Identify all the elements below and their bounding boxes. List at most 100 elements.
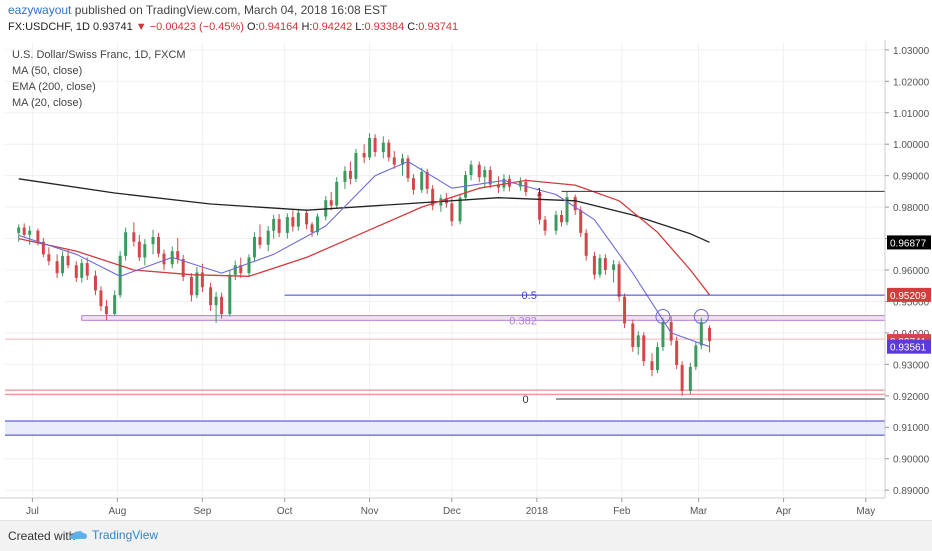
candle-body	[258, 236, 262, 245]
candle-body	[458, 197, 462, 222]
tradingview-logo[interactable]: TradingView	[70, 528, 158, 542]
support-zone-fill	[5, 420, 885, 436]
candle-body	[431, 188, 435, 206]
change-value: −0.00423 (−0.45%)	[149, 21, 244, 33]
candle-body	[655, 347, 659, 371]
candle-body	[266, 230, 270, 245]
candle-body	[694, 345, 698, 367]
candle-body	[195, 272, 199, 296]
candle-body	[612, 264, 616, 270]
time-tick-label: Jul	[26, 506, 39, 517]
candle-body	[401, 158, 405, 165]
price-tick-label: 0.90000	[893, 455, 930, 466]
candle-body	[573, 197, 577, 211]
candle-body	[579, 210, 583, 233]
candle-body	[680, 364, 684, 392]
time-tick-label: Dec	[443, 506, 461, 517]
resistance-zone	[81, 315, 886, 321]
price-tick-label: 1.02000	[893, 77, 930, 88]
candle-body	[124, 232, 128, 256]
price-axis[interactable]: 1.03000 1.02000 1.01000 1.00000 0.99000 0.980…	[884, 40, 931, 498]
created-with-label: Created with	[8, 529, 76, 543]
candle-body	[296, 212, 300, 227]
candle-body	[661, 321, 665, 348]
price-tick-label: 0.92000	[893, 392, 930, 403]
candle-body	[381, 142, 385, 153]
candle-body	[17, 227, 21, 233]
legend-entry: MA (50, close)	[12, 65, 82, 77]
time-tick-label: Mar	[690, 506, 708, 517]
legend-entry: U.S. Dollar/Swiss Franc, 1D, FXCM	[12, 49, 186, 61]
candle-body	[189, 276, 193, 296]
legend-entry: MA (20, close)	[12, 97, 82, 109]
candle-body	[74, 265, 78, 278]
fib-level-label: 0.382	[509, 315, 537, 327]
candle-body	[28, 230, 32, 235]
time-axis[interactable]: Jul Aug Sep Oct Nov Dec 2018 Feb Mar Apr May	[0, 497, 885, 517]
price-tick-label: 1.01000	[893, 109, 930, 120]
candle-body	[642, 335, 646, 362]
candle-body	[387, 142, 391, 158]
candle-body	[406, 158, 410, 179]
fib-level-label: 0	[522, 394, 528, 406]
candle-body	[617, 264, 621, 297]
candle-body	[132, 232, 136, 242]
price-tick-label: 0.96000	[893, 266, 930, 277]
time-tick-label: Nov	[361, 506, 379, 517]
candle-body	[66, 255, 70, 266]
candle-body	[538, 192, 542, 220]
price-chart[interactable]: 1 0.5 0.382 0 U.S. Dollar/Swiss Franc, 1D, …	[0, 40, 932, 520]
fib-drawings: 1 0.5 0.382 0	[284, 186, 885, 406]
author-link[interactable]: eazywayout	[8, 3, 72, 17]
price-badge	[887, 287, 931, 302]
price-badge-label: 0.95209	[890, 291, 927, 302]
ma50-line	[18, 179, 711, 296]
candle-body	[598, 258, 602, 275]
candle-body	[233, 265, 237, 275]
candle-body	[669, 321, 673, 341]
time-tick-label: Feb	[613, 506, 631, 517]
candle-body	[143, 244, 147, 258]
price-tick-label: 1.03000	[893, 46, 930, 57]
publish-line: eazywayout published on TradingView.com,…	[8, 3, 387, 17]
candle-body	[425, 171, 429, 189]
price-badge-label: 0.93561	[890, 343, 927, 354]
candle-body	[496, 184, 500, 188]
candle-body	[420, 171, 424, 190]
candle-body	[524, 181, 528, 193]
candle-body	[252, 236, 256, 258]
tradingview-cloud-icon	[70, 531, 87, 539]
candle-body	[61, 255, 65, 274]
down-arrow-icon: ▼	[135, 21, 147, 33]
candle-body	[623, 296, 627, 324]
legend-entry: EMA (200, close)	[12, 81, 96, 93]
candle-body	[488, 169, 492, 185]
candle-body	[592, 255, 596, 275]
candle-body	[335, 181, 339, 206]
candle-body	[113, 295, 117, 315]
price-tick-label: 1.00000	[893, 140, 930, 151]
candle-body	[47, 254, 51, 262]
indicator-lines	[18, 160, 711, 348]
indicator-legend: U.S. Dollar/Swiss Franc, 1D, FXCM MA (50,…	[12, 49, 186, 109]
ema200-line	[18, 178, 710, 243]
candle-body	[285, 217, 289, 233]
candle-body	[214, 296, 218, 306]
time-tick-label: Oct	[277, 506, 293, 517]
price-tick-label: 0.93000	[893, 360, 930, 371]
high-label: H:	[301, 21, 313, 33]
candle-body	[220, 296, 224, 315]
candle-body	[104, 306, 108, 315]
candle-body	[118, 255, 122, 296]
top-marker-circle	[693, 309, 709, 325]
candle-body	[277, 219, 281, 233]
candle-body	[176, 251, 180, 259]
candle-body	[55, 261, 59, 274]
low-label: L:	[355, 21, 365, 33]
candle-body	[450, 203, 454, 222]
price-tick-label: 0.95000	[893, 297, 930, 308]
price-badge-label: 0.96877	[890, 238, 927, 249]
top-marker-circle	[655, 309, 671, 325]
candle-body	[560, 214, 564, 223]
candle-body	[291, 217, 295, 227]
